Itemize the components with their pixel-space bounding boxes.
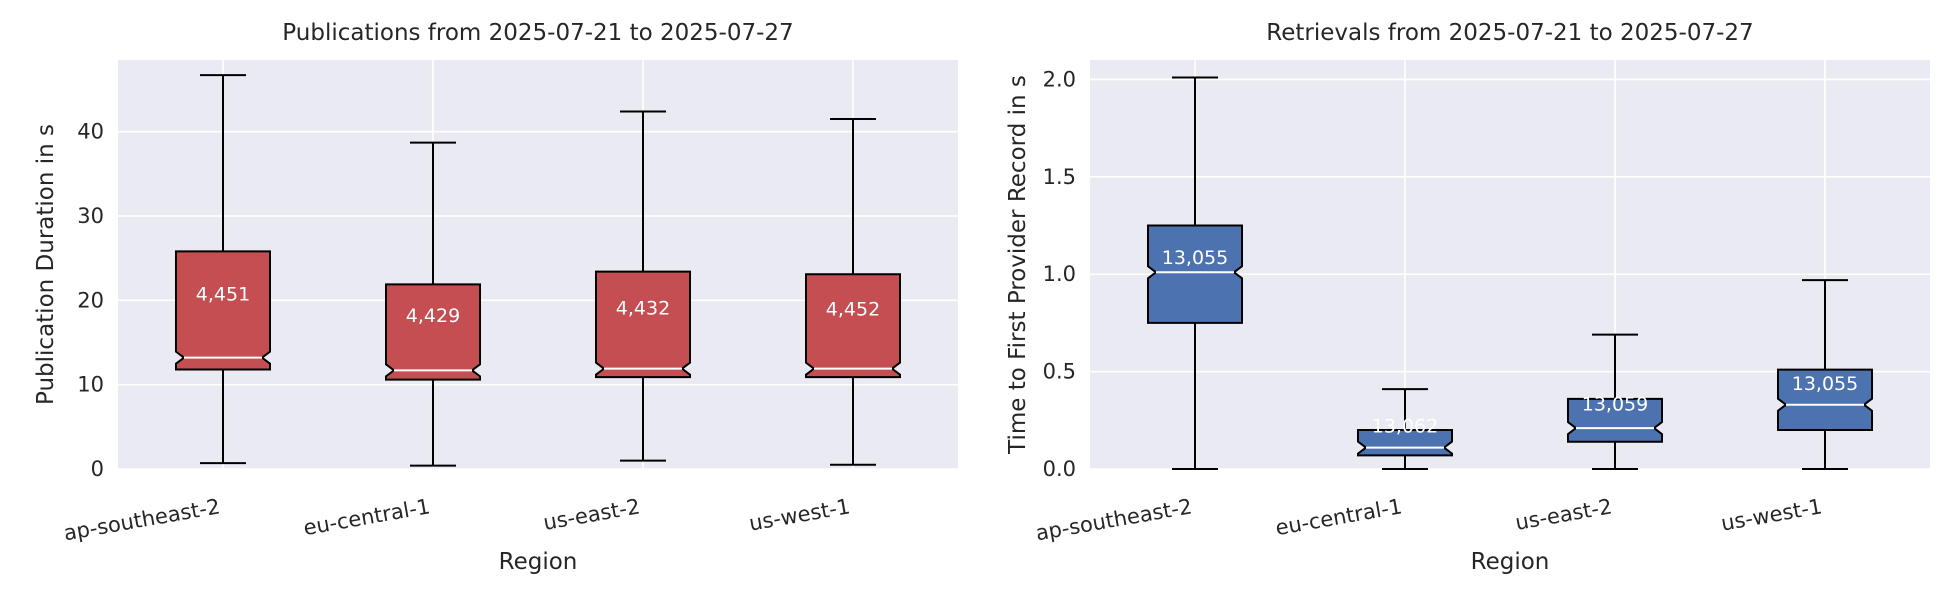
retrievals-y-tick-label: 1.0 [1043, 262, 1076, 286]
retrievals-chart-title: Retrievals from 2025-07-21 to 2025-07-27 [1266, 20, 1753, 46]
retrievals-count-label: 13,055 [1162, 247, 1228, 269]
retrievals-y-tick-label: 1.5 [1043, 165, 1076, 189]
retrievals-box-eu-central-1 [1357, 429, 1453, 457]
retrievals-y-tick-label: 2.0 [1043, 67, 1076, 91]
publications-y-tick-label: 20 [77, 288, 104, 312]
publications-x-tick-label: ap-southeast-2 [62, 494, 222, 545]
publications-count-label: 4,429 [406, 305, 460, 327]
retrievals-x-axis-label: Region [1471, 549, 1550, 575]
publications-chart: Publications from 2025-07-21 to 2025-07-… [33, 20, 958, 575]
retrievals-box-us-east-2 [1567, 397, 1663, 443]
retrievals-x-tick-label: ap-southeast-2 [1034, 494, 1194, 545]
publications-x-tick-label: us-west-1 [747, 494, 852, 535]
retrievals-x-tick-label: us-east-2 [1513, 494, 1613, 535]
publications-count-label: 4,452 [826, 299, 880, 321]
retrievals-count-label: 13,055 [1792, 373, 1858, 395]
publications-box-us-west-1 [805, 273, 901, 379]
publications-x-axis-label: Region [499, 549, 578, 575]
publications-y-tick-label: 0 [91, 457, 104, 481]
retrievals-x-tick-label: eu-central-1 [1274, 494, 1404, 540]
publications-x-tick-label: eu-central-1 [302, 494, 432, 540]
publications-count-label: 4,432 [616, 297, 670, 319]
retrievals-y-tick-label: 0.0 [1043, 457, 1076, 481]
retrievals-y-axis-label: Time to First Provider Record in s [1005, 75, 1031, 455]
retrievals-count-label: 13,062 [1372, 416, 1438, 438]
retrievals-chart: Retrievals from 2025-07-21 to 2025-07-27… [1005, 20, 1930, 575]
retrievals-y-tick-label: 0.5 [1043, 360, 1076, 384]
publications-box-us-east-2 [595, 270, 691, 379]
publications-y-axis-label: Publication Duration in s [33, 124, 59, 405]
retrievals-box-us-west-1 [1777, 368, 1873, 432]
publications-box-eu-central-1 [385, 283, 481, 381]
retrievals-count-label: 13,059 [1582, 393, 1648, 415]
publications-x-tick-label: us-east-2 [541, 494, 641, 535]
publications-y-tick-label: 40 [77, 120, 104, 144]
publications-count-label: 4,451 [196, 283, 250, 305]
publications-box-ap-southeast-2 [175, 250, 271, 371]
publications-y-tick-label: 30 [77, 204, 104, 228]
retrievals-x-tick-label: us-west-1 [1719, 494, 1824, 535]
publications-chart-title: Publications from 2025-07-21 to 2025-07-… [282, 20, 793, 46]
retrievals-box-ap-southeast-2 [1147, 224, 1243, 324]
publications-y-tick-label: 10 [77, 373, 104, 397]
